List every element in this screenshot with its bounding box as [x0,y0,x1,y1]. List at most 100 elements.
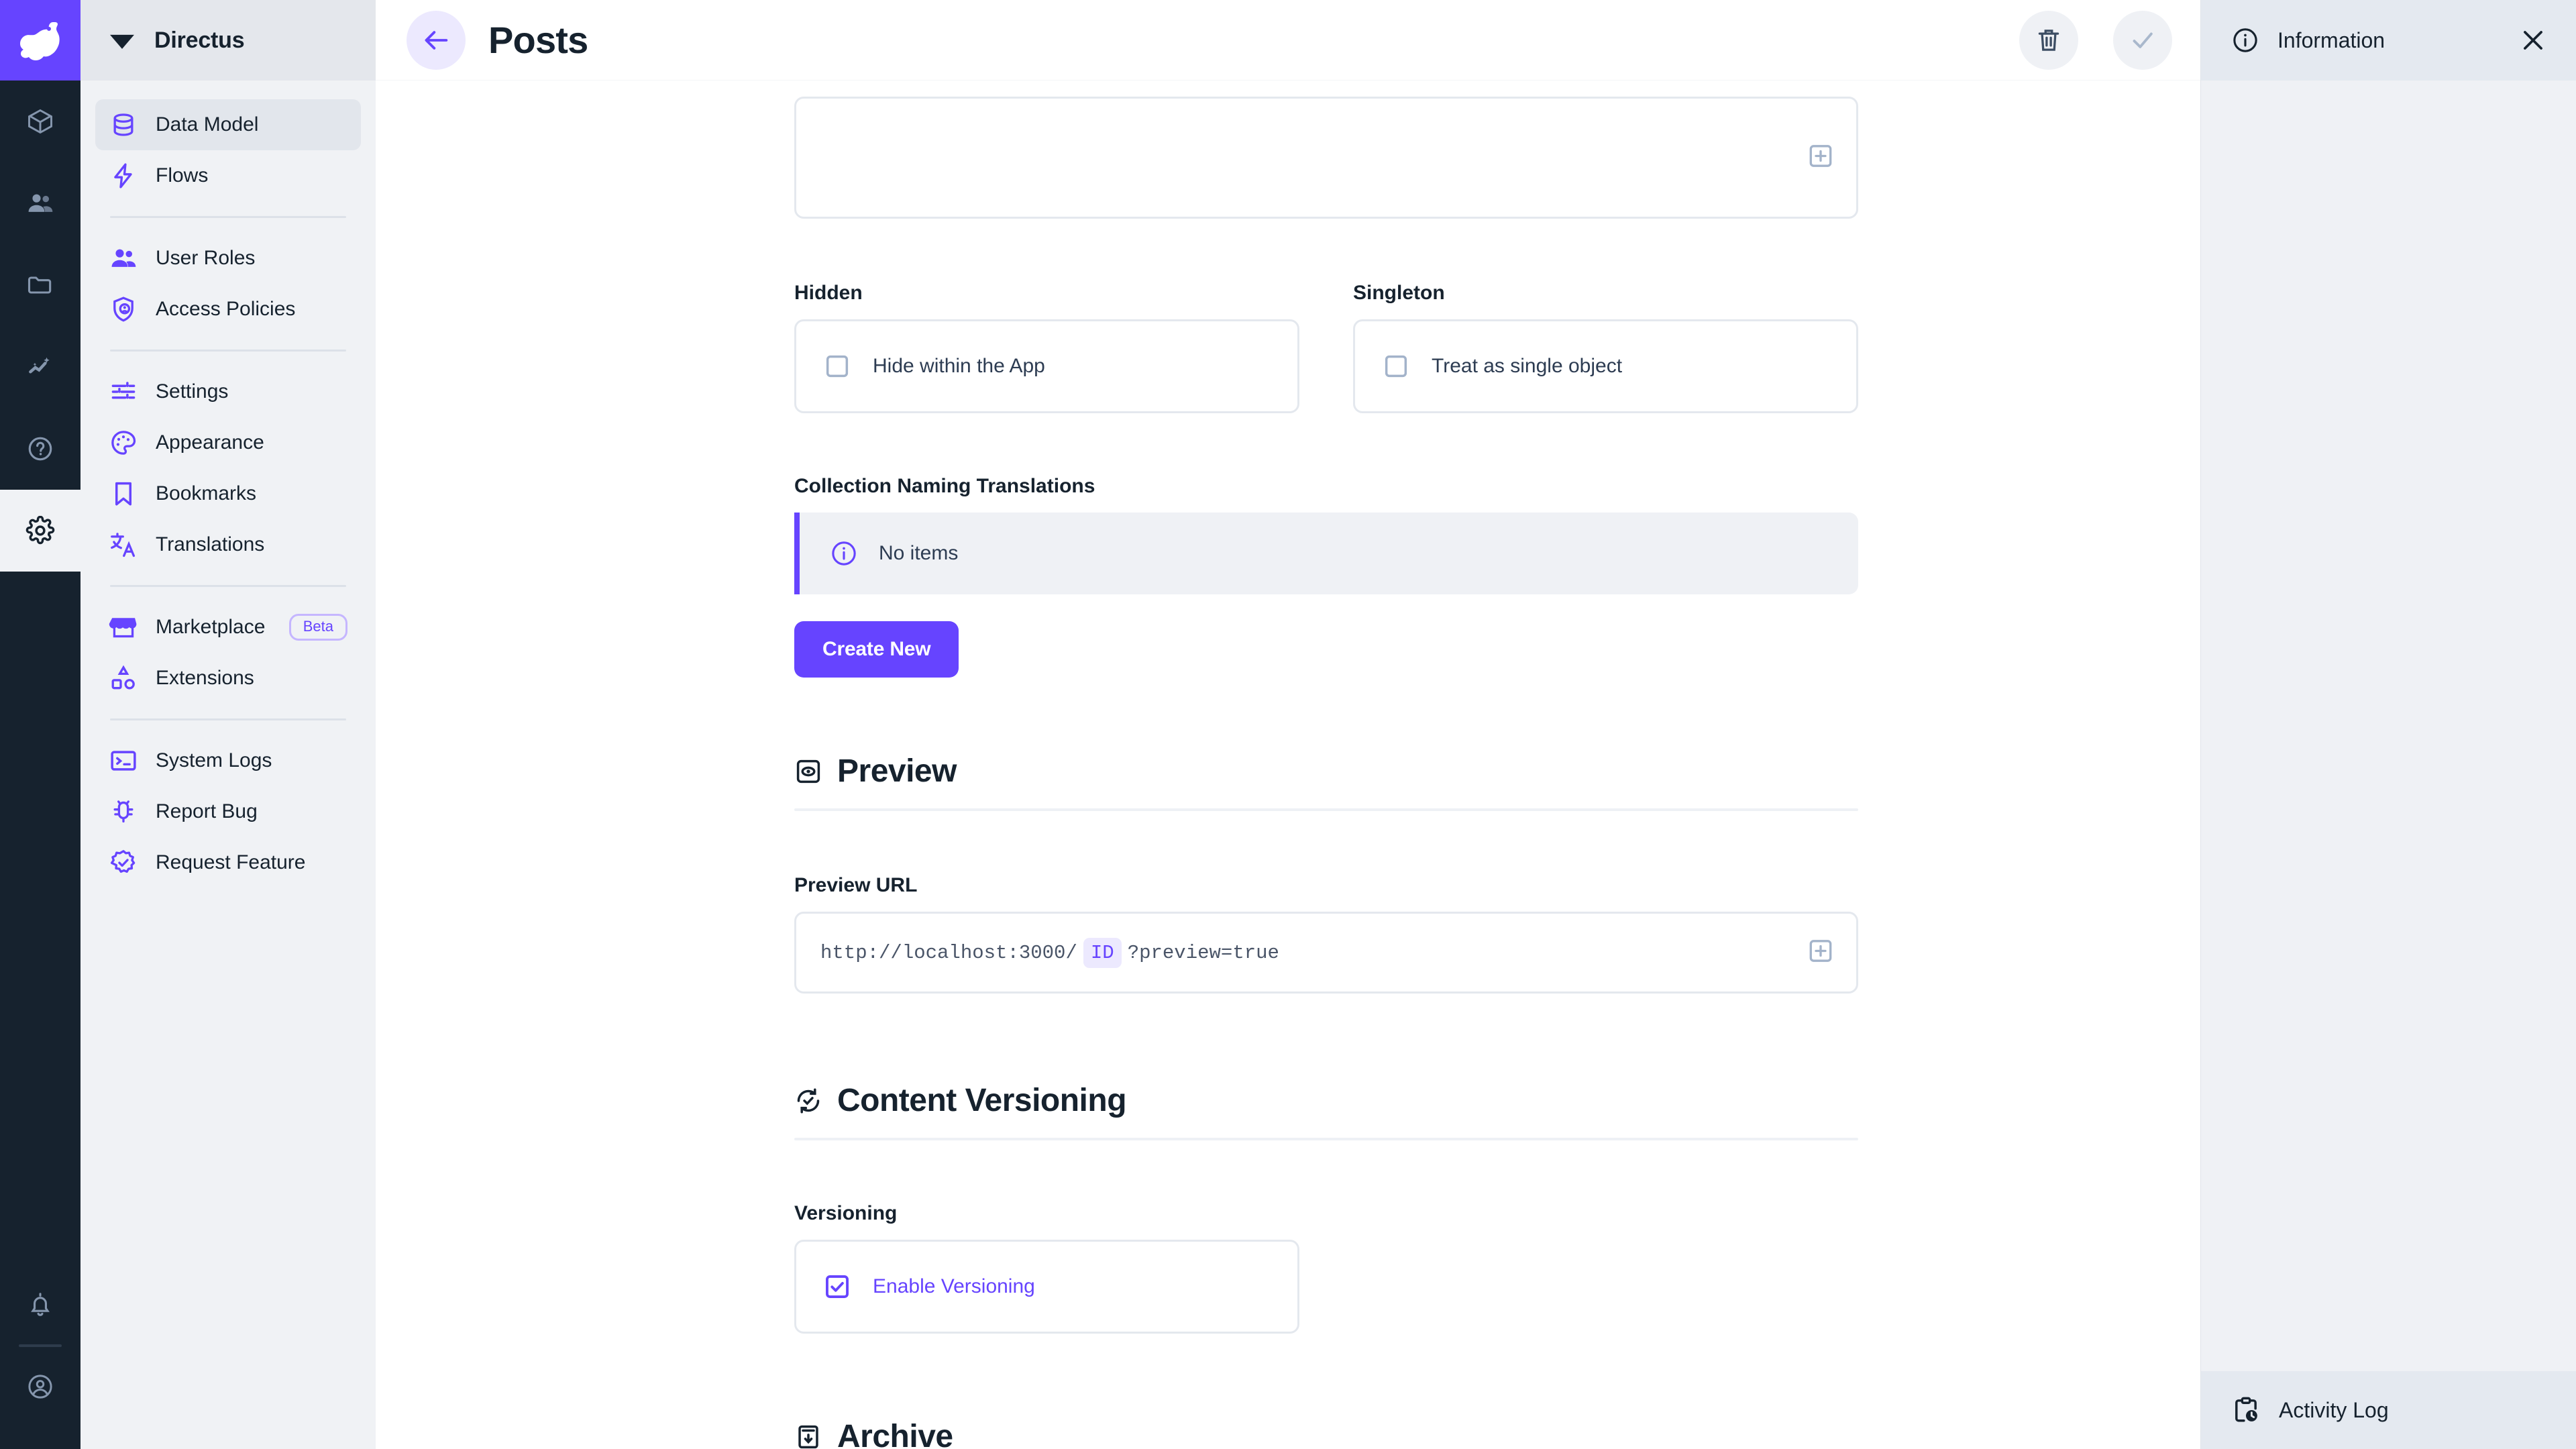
hidden-checkbox-label: Hide within the App [873,355,1045,377]
box-icon [28,109,52,134]
sidebar-item-flows[interactable]: Flows [95,150,361,201]
sidebar-item-user-roles[interactable]: User Roles [95,233,361,284]
archive-icon [798,1425,818,1448]
preview-section: Preview Preview URL http://localhost:300… [794,753,1858,994]
activity-log-button[interactable]: Activity Log [2201,1371,2576,1449]
singleton-checkbox-label: Treat as single object [1432,355,1623,377]
check-icon [2133,32,2153,48]
hidden-field: Hidden Hide within the App [794,282,1299,413]
preview-url-label: Preview URL [794,874,918,896]
rail-items [0,80,80,572]
settings-sidebar: Directus Data Model Flows [80,0,376,1449]
url-suffix: ?preview=true [1127,941,1279,964]
sidebar-item-settings[interactable]: Settings [95,366,361,417]
preview-section-header: Preview [794,753,1858,808]
shield-person-icon [113,297,133,322]
translate-icon [111,533,136,557]
help-circle-icon [28,437,52,461]
singleton-checkbox-row[interactable]: Treat as single object [1353,319,1858,413]
verified-icon [110,850,136,873]
information-panel-title: Information [2277,28,2385,52]
note-field[interactable] [794,97,1858,219]
sidebar-item-request-feature[interactable]: Request Feature [95,837,361,888]
sidebar-item-translations[interactable]: Translations [95,519,361,570]
checkbox-unchecked-icon[interactable] [1382,352,1410,380]
singleton-label: Singleton [1353,282,1445,304]
gear-icon [25,516,55,545]
sidebar-item-system-logs[interactable]: System Logs [95,735,361,786]
insights-icon [29,357,50,374]
sidebar-item-extensions[interactable]: Extensions [95,653,361,704]
rail-item-users[interactable] [0,162,80,244]
preview-url-input[interactable]: http://localhost:3000/ ID ?preview=true [794,912,1858,994]
activity-log-icon [2235,1397,2257,1422]
information-panel: Information Activity Log [2200,0,2576,1449]
trash-icon [2038,29,2059,51]
palette-icon [111,431,136,455]
main-scroll-body[interactable]: Hidden Hide within the App Singleton [376,80,2200,1449]
sidebar-item-label: Extensions [156,667,254,689]
user-circle-icon [28,1375,52,1399]
rail-item-settings[interactable] [0,490,80,572]
content-versioning-icon [797,1087,820,1114]
rail-bottom [0,1272,80,1449]
rail-item-content[interactable] [0,80,80,162]
add-box-icon[interactable] [1807,142,1835,174]
rail-item-insights[interactable] [0,326,80,408]
page-title: Posts [488,19,588,61]
sidebar-item-bookmarks[interactable]: Bookmarks [95,468,361,519]
rail-divider [19,1344,62,1347]
bell-icon [31,1293,50,1316]
arrow-left-icon [425,30,448,50]
archive-section-header: Archive [794,1418,1858,1449]
versioning-section-title: Content Versioning [837,1083,1127,1118]
information-panel-body [2201,80,2576,1371]
versioning-checkbox-row[interactable]: Enable Versioning [794,1240,1299,1334]
save-button[interactable] [2113,10,2172,70]
archive-section: Archive [794,1418,1858,1449]
create-new-button[interactable]: Create New [794,621,959,678]
main-area: Posts [376,0,2200,1449]
sidebar-item-data-model[interactable]: Data Model [95,99,361,150]
sidebar-item-label: Appearance [156,431,264,453]
terminal-icon [111,751,136,771]
sidebar-item-label: Access Policies [156,298,296,320]
activity-log-label: Activity Log [2279,1397,2389,1422]
delete-collection-button[interactable] [2019,10,2078,70]
info-circle-icon [2233,28,2257,52]
info-circle-icon [832,541,856,566]
url-prefix: http://localhost:3000/ [820,941,1077,964]
translations-field: Collection Naming Translations No items … [794,475,1858,678]
module-rail [0,0,80,1449]
preview-url-field: Preview URL http://localhost:3000/ ID ?p… [794,874,1858,994]
empty-notice: No items [794,513,1858,594]
directus-mark-icon [110,34,134,49]
hidden-label: Hidden [794,282,863,304]
close-icon[interactable] [2518,25,2548,55]
preview-section-title: Preview [837,753,957,789]
sidebar-item-label: Request Feature [156,851,306,873]
directus-rabbit-logo [20,22,60,60]
sidebar-item-access-policies[interactable]: Access Policies [95,284,361,335]
add-box-icon-glyph [1809,145,1832,167]
checkbox-unchecked-icon[interactable] [823,352,851,380]
bug-icon [113,800,133,823]
singleton-field: Singleton Treat as single object [1353,282,1858,413]
sidebar-item-label: Flows [156,164,209,186]
versioning-section-rule [794,1138,1858,1140]
back-button[interactable] [407,10,466,70]
rail-item-docs[interactable] [0,408,80,490]
sidebar-item-marketplace[interactable]: Marketplace Beta [95,602,361,653]
sidebar-item-report-bug[interactable]: Report Bug [95,786,361,837]
rail-item-notifications[interactable] [0,1272,80,1338]
checkbox-checked-icon[interactable] [823,1273,851,1301]
sidebar-item-label: Settings [156,380,229,402]
rail-item-files[interactable] [0,244,80,326]
sidebar-item-label: User Roles [156,247,256,269]
sidebar-item-appearance[interactable]: Appearance [95,417,361,468]
rail-item-account[interactable] [0,1354,80,1419]
hidden-checkbox-row[interactable]: Hide within the App [794,319,1299,413]
add-box-icon[interactable] [1807,937,1835,969]
directus-logo[interactable] [0,0,80,80]
